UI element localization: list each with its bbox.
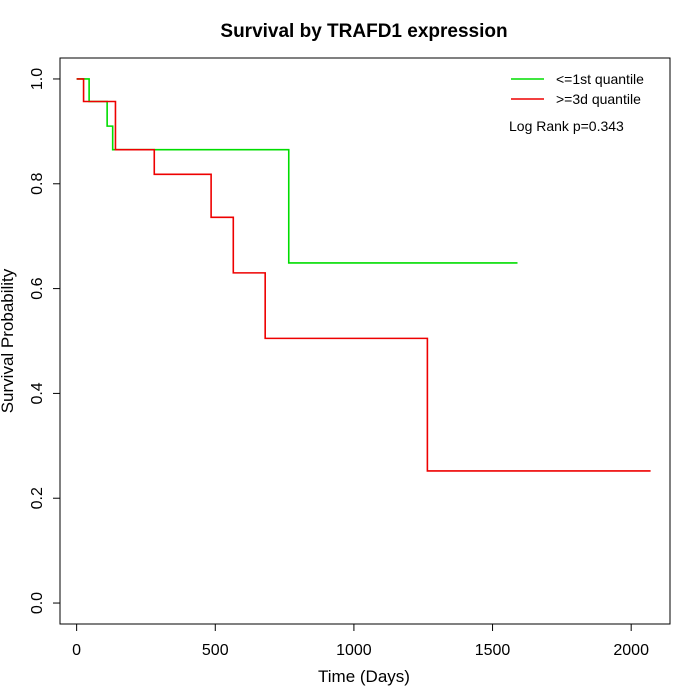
y-tick-label: 0.8: [29, 173, 46, 195]
y-tick-label: 0.4: [29, 382, 46, 404]
series-line-high-quantile: [76, 78, 651, 472]
x-axis: 0 500 1000 1500 2000: [72, 623, 649, 659]
series-lines: [76, 78, 651, 472]
y-axis: 0.0 0.2 0.4 0.6 0.8 1.0: [29, 68, 61, 614]
x-axis-label: Time (Days): [318, 667, 410, 686]
y-axis-label: Survival Probability: [0, 268, 17, 413]
x-tick-label: 2000: [613, 642, 649, 659]
y-tick-label: 0.2: [29, 487, 46, 509]
series-line-low-quantile: [76, 78, 518, 264]
y-tick-label: 0.6: [29, 277, 46, 299]
x-tick-label: 500: [202, 642, 229, 659]
x-tick-label: 1500: [475, 642, 511, 659]
x-tick-label: 0: [72, 642, 81, 659]
legend-label: <=1st quantile: [556, 71, 644, 87]
legend-label: >=3d quantile: [556, 91, 641, 107]
chart-title: Survival by TRAFD1 expression: [220, 21, 507, 42]
y-tick-label: 1.0: [29, 68, 46, 90]
log-rank-annotation: Log Rank p=0.343: [509, 118, 624, 134]
legend: <=1st quantile >=3d quantile: [511, 71, 644, 107]
y-tick-label: 0.0: [29, 592, 46, 614]
plot-frame: [59, 57, 671, 625]
x-tick-label: 1000: [336, 642, 372, 659]
